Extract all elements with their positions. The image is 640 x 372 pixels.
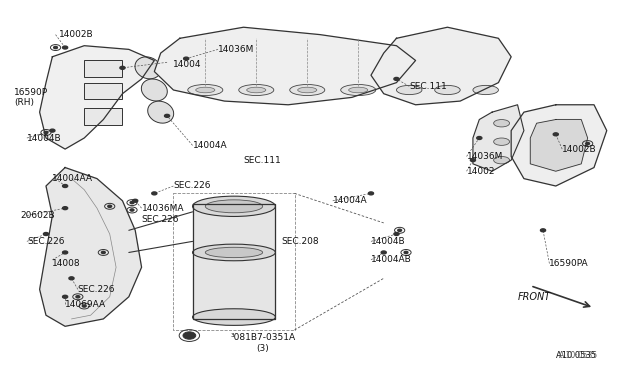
Text: FRONT: FRONT bbox=[518, 292, 551, 302]
Text: 14004AB: 14004AB bbox=[371, 255, 412, 264]
Circle shape bbox=[130, 209, 134, 211]
Polygon shape bbox=[473, 105, 524, 171]
Circle shape bbox=[470, 159, 476, 161]
Circle shape bbox=[63, 295, 68, 298]
Ellipse shape bbox=[135, 57, 161, 79]
Ellipse shape bbox=[141, 79, 167, 101]
Text: (3): (3) bbox=[256, 344, 269, 353]
Text: 14002B: 14002B bbox=[59, 30, 93, 39]
Ellipse shape bbox=[493, 119, 509, 127]
Ellipse shape bbox=[493, 157, 509, 164]
Circle shape bbox=[63, 251, 68, 254]
Ellipse shape bbox=[246, 87, 266, 93]
Circle shape bbox=[183, 332, 196, 339]
Polygon shape bbox=[154, 27, 415, 105]
Ellipse shape bbox=[196, 87, 215, 93]
Circle shape bbox=[397, 229, 401, 231]
Circle shape bbox=[132, 199, 138, 202]
Text: SEC.111: SEC.111 bbox=[244, 155, 282, 165]
Text: 14004AA: 14004AA bbox=[52, 174, 93, 183]
Circle shape bbox=[381, 251, 387, 254]
Polygon shape bbox=[193, 205, 275, 319]
Circle shape bbox=[83, 305, 86, 307]
Text: SEC.111: SEC.111 bbox=[409, 82, 447, 91]
Text: ³081B7-0351A: ³081B7-0351A bbox=[231, 333, 296, 342]
Circle shape bbox=[477, 137, 482, 140]
Text: 20602B: 20602B bbox=[20, 211, 55, 220]
Circle shape bbox=[63, 207, 68, 210]
Circle shape bbox=[54, 46, 58, 49]
Text: A10 0535: A10 0535 bbox=[556, 351, 596, 360]
Text: 14069AA: 14069AA bbox=[65, 300, 106, 309]
Circle shape bbox=[184, 57, 189, 60]
Circle shape bbox=[130, 202, 134, 204]
Ellipse shape bbox=[396, 86, 422, 94]
Circle shape bbox=[369, 192, 374, 195]
Circle shape bbox=[394, 77, 399, 80]
Text: 14002: 14002 bbox=[467, 167, 495, 176]
Circle shape bbox=[101, 251, 105, 254]
Circle shape bbox=[152, 192, 157, 195]
Circle shape bbox=[120, 66, 125, 69]
Text: 14004: 14004 bbox=[173, 60, 202, 69]
Text: 14004B: 14004B bbox=[371, 237, 406, 246]
Polygon shape bbox=[40, 46, 154, 149]
Ellipse shape bbox=[435, 86, 460, 94]
Ellipse shape bbox=[493, 138, 509, 145]
Text: 14004B: 14004B bbox=[27, 134, 61, 142]
Circle shape bbox=[394, 232, 399, 235]
Ellipse shape bbox=[239, 84, 274, 96]
Circle shape bbox=[553, 133, 558, 136]
Ellipse shape bbox=[340, 84, 376, 96]
Text: 14036M: 14036M bbox=[218, 45, 255, 54]
Ellipse shape bbox=[205, 200, 262, 213]
Text: 14036MA: 14036MA bbox=[141, 203, 184, 213]
Circle shape bbox=[586, 142, 589, 145]
Ellipse shape bbox=[188, 84, 223, 96]
Circle shape bbox=[44, 232, 49, 235]
Text: SEC.226: SEC.226 bbox=[141, 215, 179, 224]
Text: SEC.208: SEC.208 bbox=[282, 237, 319, 246]
Circle shape bbox=[69, 277, 74, 280]
Circle shape bbox=[76, 296, 80, 298]
Polygon shape bbox=[371, 27, 511, 105]
Bar bbox=[84, 109, 122, 125]
Ellipse shape bbox=[290, 84, 324, 96]
Text: 14036M: 14036M bbox=[467, 152, 503, 161]
Ellipse shape bbox=[298, 87, 317, 93]
Ellipse shape bbox=[148, 101, 173, 123]
Text: 14004A: 14004A bbox=[193, 141, 227, 150]
Text: SEC.226: SEC.226 bbox=[78, 285, 115, 294]
Circle shape bbox=[63, 185, 68, 187]
Circle shape bbox=[50, 129, 55, 132]
Circle shape bbox=[44, 131, 48, 134]
Bar bbox=[84, 83, 122, 99]
Circle shape bbox=[540, 229, 545, 232]
Text: SEC.226: SEC.226 bbox=[173, 182, 211, 190]
Ellipse shape bbox=[205, 247, 262, 258]
Text: 14002B: 14002B bbox=[562, 145, 596, 154]
Text: 14004A: 14004A bbox=[333, 196, 367, 205]
Ellipse shape bbox=[349, 87, 368, 93]
Ellipse shape bbox=[473, 86, 499, 94]
Text: 14008: 14008 bbox=[52, 259, 81, 268]
Ellipse shape bbox=[193, 244, 275, 261]
Text: A·10·0535: A·10·0535 bbox=[559, 350, 598, 359]
Polygon shape bbox=[40, 167, 141, 326]
Polygon shape bbox=[531, 119, 588, 171]
Text: 16590P
(RH): 16590P (RH) bbox=[14, 88, 48, 107]
Polygon shape bbox=[511, 105, 607, 186]
Text: 16590PA: 16590PA bbox=[549, 259, 589, 268]
Ellipse shape bbox=[193, 196, 275, 217]
Ellipse shape bbox=[193, 309, 275, 326]
Text: SEC.226: SEC.226 bbox=[27, 237, 65, 246]
Circle shape bbox=[108, 205, 111, 208]
Circle shape bbox=[164, 114, 170, 117]
Circle shape bbox=[404, 251, 408, 254]
Circle shape bbox=[63, 46, 68, 49]
Bar bbox=[84, 61, 122, 77]
